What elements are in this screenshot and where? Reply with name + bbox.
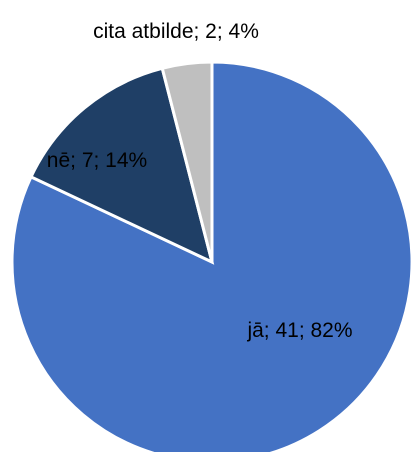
data-label-ja: jā; 41; 82%: [246, 319, 352, 342]
pie-slices: [10, 60, 412, 457]
pie-labels: jā; 41; 82% nē; 7; 14% cita atbilde; 2; 4%: [47, 20, 353, 342]
data-label-ne: nē; 7; 14%: [47, 149, 147, 172]
pie-slice-ne: [29, 66, 215, 265]
pie-slice-cita-atbilde: [160, 60, 214, 263]
data-label-cita-atbilde: cita atbilde; 2; 4%: [93, 20, 259, 43]
